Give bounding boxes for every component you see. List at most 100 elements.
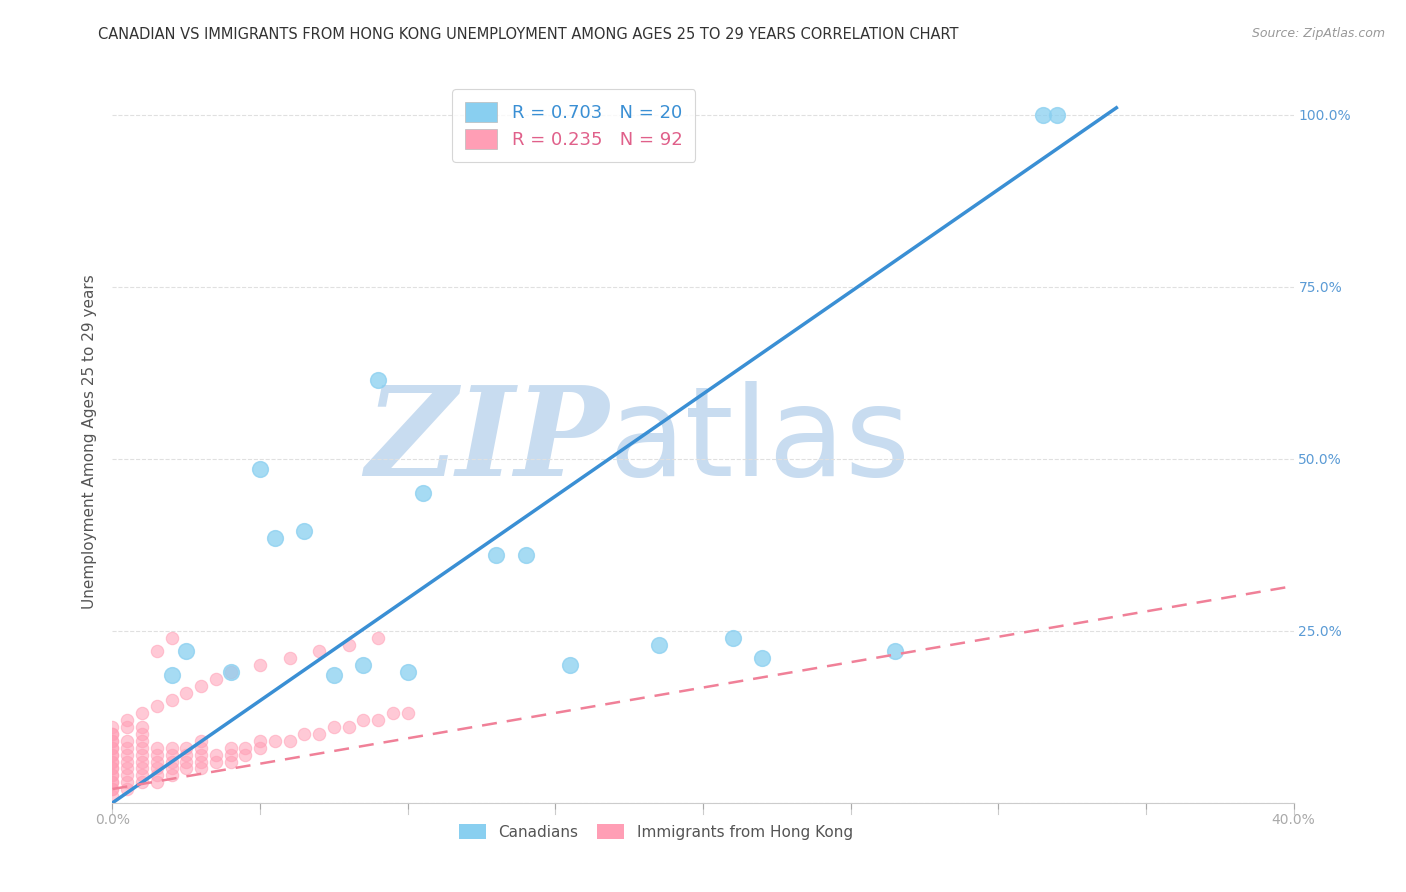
Point	[101, 768, 124, 782]
Point	[219, 665, 242, 679]
Point	[117, 761, 138, 775]
Point	[751, 651, 773, 665]
Point	[219, 740, 242, 755]
Point	[190, 755, 212, 769]
Point	[205, 755, 228, 769]
Point	[117, 768, 138, 782]
Point	[411, 486, 433, 500]
Point	[101, 734, 124, 748]
Point	[367, 373, 389, 387]
Point	[117, 747, 138, 762]
Point	[131, 775, 153, 789]
Point	[396, 706, 419, 721]
Point	[308, 644, 330, 658]
Point	[219, 665, 242, 679]
Point	[249, 740, 271, 755]
Point	[249, 658, 271, 673]
Point	[884, 644, 907, 658]
Point	[308, 727, 330, 741]
Point	[278, 734, 301, 748]
Point	[278, 651, 301, 665]
Point	[160, 747, 183, 762]
Point	[160, 668, 183, 682]
Point	[352, 713, 374, 727]
Point	[264, 531, 287, 545]
Point	[323, 668, 346, 682]
Point	[160, 755, 183, 769]
Point	[249, 462, 271, 476]
Point	[485, 548, 508, 562]
Point	[382, 706, 405, 721]
Point	[146, 755, 169, 769]
Text: Source: ZipAtlas.com: Source: ZipAtlas.com	[1251, 27, 1385, 40]
Point	[117, 740, 138, 755]
Legend: Canadians, Immigrants from Hong Kong: Canadians, Immigrants from Hong Kong	[453, 818, 859, 846]
Point	[131, 768, 153, 782]
Point	[190, 734, 212, 748]
Point	[117, 713, 138, 727]
Point	[101, 789, 124, 803]
Point	[101, 775, 124, 789]
Point	[233, 740, 256, 755]
Point	[174, 740, 197, 755]
Point	[160, 631, 183, 645]
Point	[264, 734, 287, 748]
Point	[117, 734, 138, 748]
Point	[647, 638, 671, 652]
Point	[233, 747, 256, 762]
Point	[174, 686, 197, 700]
Point	[101, 727, 124, 741]
Point	[1032, 108, 1054, 122]
Point	[101, 775, 124, 789]
Point	[205, 747, 228, 762]
Point	[131, 706, 153, 721]
Text: CANADIAN VS IMMIGRANTS FROM HONG KONG UNEMPLOYMENT AMONG AGES 25 TO 29 YEARS COR: CANADIAN VS IMMIGRANTS FROM HONG KONG UN…	[98, 27, 959, 42]
Point	[101, 755, 124, 769]
Point	[146, 644, 169, 658]
Text: ZIP: ZIP	[364, 381, 609, 502]
Point	[219, 755, 242, 769]
Point	[101, 727, 124, 741]
Point	[190, 761, 212, 775]
Point	[219, 747, 242, 762]
Point	[101, 720, 124, 734]
Point	[1046, 108, 1069, 122]
Point	[101, 761, 124, 775]
Point	[367, 631, 389, 645]
Point	[131, 727, 153, 741]
Point	[146, 699, 169, 714]
Point	[117, 775, 138, 789]
Point	[160, 761, 183, 775]
Point	[146, 768, 169, 782]
Point	[190, 679, 212, 693]
Point	[323, 720, 346, 734]
Point	[249, 734, 271, 748]
Point	[205, 672, 228, 686]
Point	[146, 747, 169, 762]
Point	[337, 720, 360, 734]
Point	[292, 727, 315, 741]
Point	[174, 644, 197, 658]
Point	[117, 755, 138, 769]
Point	[337, 638, 360, 652]
Point	[101, 768, 124, 782]
Point	[190, 747, 212, 762]
Point	[101, 734, 124, 748]
Point	[101, 761, 124, 775]
Point	[174, 747, 197, 762]
Point	[174, 761, 197, 775]
Point	[558, 658, 582, 673]
Point	[101, 747, 124, 762]
Point	[292, 524, 315, 538]
Point	[160, 768, 183, 782]
Point	[174, 755, 197, 769]
Point	[131, 734, 153, 748]
Point	[101, 747, 124, 762]
Point	[146, 740, 169, 755]
Point	[101, 740, 124, 755]
Point	[367, 713, 389, 727]
Text: atlas: atlas	[609, 381, 911, 502]
Point	[721, 631, 744, 645]
Point	[101, 782, 124, 797]
Point	[131, 755, 153, 769]
